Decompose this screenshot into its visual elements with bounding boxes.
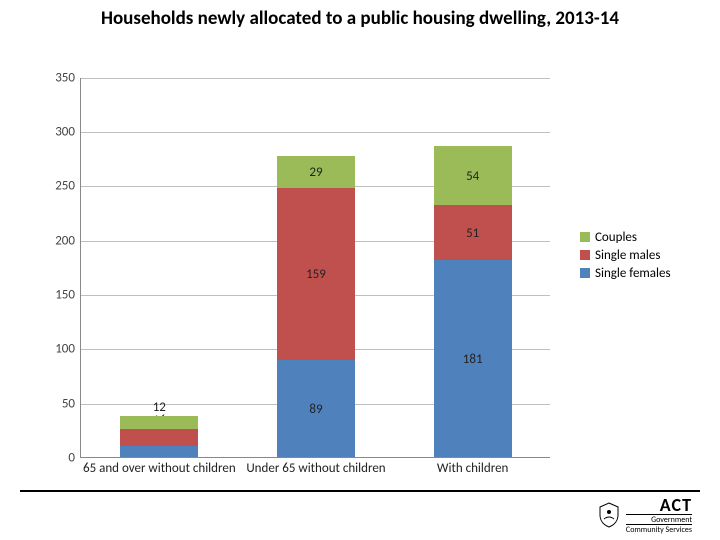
- gridline: [81, 132, 550, 133]
- bar-value-label: 181: [434, 352, 512, 367]
- logo-service-text: Community Services: [626, 524, 692, 534]
- legend-item-couples: Couples: [580, 230, 671, 245]
- footer-divider: [20, 490, 700, 492]
- legend-item-single_females: Single females: [580, 266, 671, 281]
- legend-swatch: [580, 232, 590, 242]
- bar-segment-single_males: [120, 429, 198, 446]
- legend-label: Single males: [595, 248, 660, 263]
- bar-value-label: 89: [277, 402, 355, 417]
- x-category-label: 65 and over without children: [81, 457, 238, 477]
- legend-label: Couples: [595, 230, 637, 245]
- legend-item-single_males: Single males: [580, 248, 671, 263]
- legend-swatch: [580, 268, 590, 278]
- legend-label: Single females: [595, 266, 671, 281]
- y-tick-label: 350: [55, 70, 81, 85]
- y-tick-label: 100: [55, 342, 81, 357]
- y-tick-label: 200: [55, 233, 81, 248]
- logo-act-text: ACT: [626, 496, 692, 514]
- crest-icon: [598, 502, 620, 528]
- bar-value-label: 29: [277, 165, 355, 180]
- bar-value-label: 12: [120, 400, 198, 415]
- legend-swatch: [580, 250, 590, 260]
- x-category-label: With children: [394, 457, 551, 477]
- bar-value-label: 159: [277, 267, 355, 282]
- chart-title: Households newly allocated to a public h…: [0, 0, 720, 30]
- plot-area: 05010015020025030035010161265 and over w…: [80, 78, 550, 458]
- bar-segment-couples: [120, 416, 198, 429]
- bar-segment-single_females: [120, 446, 198, 457]
- act-logo: ACT Government Community Services: [598, 496, 692, 534]
- bar-value-label: 51: [434, 226, 512, 241]
- y-tick-label: 300: [55, 125, 81, 140]
- gridline: [81, 78, 550, 79]
- legend: Couples Single males Single females: [580, 230, 671, 284]
- bar-value-label: 54: [434, 169, 512, 184]
- y-tick-label: 50: [62, 396, 81, 411]
- y-tick-label: 250: [55, 179, 81, 194]
- y-tick-label: 150: [55, 287, 81, 302]
- y-tick-label: 0: [68, 450, 81, 465]
- x-category-label: Under 65 without children: [238, 457, 395, 477]
- logo-gov-text: Government: [626, 514, 692, 524]
